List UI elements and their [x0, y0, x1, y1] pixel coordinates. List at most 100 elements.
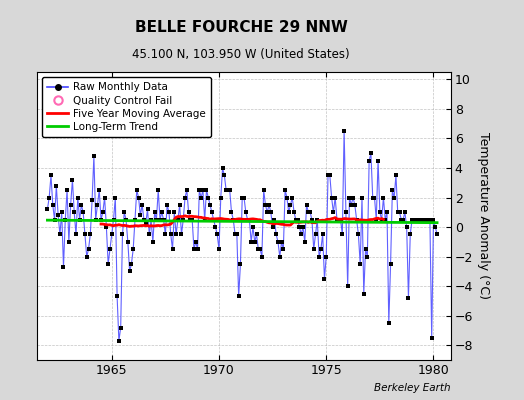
Point: [106, 246, 114, 252]
Legend: Raw Monthly Data, Quality Control Fail, Five Year Moving Average, Long-Term Tren: Raw Monthly Data, Quality Control Fail, …: [42, 77, 211, 137]
Point: [165, 209, 173, 216]
Point: [133, 187, 141, 193]
Point: [59, 264, 68, 270]
Point: [140, 216, 148, 223]
Point: [315, 254, 323, 260]
Point: [285, 209, 293, 216]
Text: Berkeley Earth: Berkeley Earth: [374, 383, 451, 393]
Point: [399, 216, 407, 223]
Point: [334, 216, 343, 223]
Point: [125, 268, 134, 274]
Point: [197, 194, 205, 201]
Point: [199, 187, 207, 193]
Point: [233, 231, 241, 238]
Y-axis label: Temperature Anomaly (°C): Temperature Anomaly (°C): [477, 132, 490, 300]
Point: [372, 216, 380, 223]
Point: [358, 194, 366, 201]
Point: [281, 187, 289, 193]
Point: [247, 239, 255, 245]
Point: [342, 209, 350, 216]
Point: [184, 209, 193, 216]
Point: [110, 216, 118, 223]
Point: [79, 209, 88, 216]
Point: [177, 231, 185, 238]
Point: [115, 338, 123, 344]
Point: [333, 216, 341, 223]
Point: [136, 212, 145, 218]
Point: [313, 216, 322, 223]
Point: [365, 158, 373, 164]
Point: [224, 187, 232, 193]
Point: [116, 324, 125, 331]
Point: [277, 239, 286, 245]
Point: [154, 187, 162, 193]
Point: [49, 202, 57, 208]
Point: [216, 194, 225, 201]
Point: [404, 295, 412, 301]
Point: [122, 216, 130, 223]
Point: [295, 224, 303, 230]
Point: [261, 202, 270, 208]
Point: [267, 209, 275, 216]
Point: [253, 231, 261, 238]
Point: [73, 194, 82, 201]
Point: [417, 216, 425, 223]
Point: [170, 209, 179, 216]
Point: [141, 221, 150, 227]
Point: [319, 231, 327, 238]
Point: [331, 194, 340, 201]
Point: [308, 216, 316, 223]
Point: [50, 216, 59, 223]
Point: [107, 231, 116, 238]
Point: [420, 216, 429, 223]
Point: [429, 216, 438, 223]
Point: [195, 187, 203, 193]
Point: [338, 231, 346, 238]
Point: [201, 216, 209, 223]
Point: [222, 187, 231, 193]
Point: [258, 254, 266, 260]
Point: [147, 216, 155, 223]
Point: [408, 216, 416, 223]
Point: [99, 209, 107, 216]
Point: [376, 209, 384, 216]
Point: [240, 194, 248, 201]
Point: [219, 165, 227, 171]
Point: [422, 216, 431, 223]
Point: [336, 216, 345, 223]
Point: [359, 290, 368, 297]
Point: [150, 209, 159, 216]
Point: [152, 216, 161, 223]
Point: [68, 177, 77, 183]
Point: [118, 231, 127, 238]
Text: 45.100 N, 103.950 W (United States): 45.100 N, 103.950 W (United States): [132, 48, 350, 61]
Point: [190, 246, 198, 252]
Point: [363, 254, 372, 260]
Point: [84, 246, 93, 252]
Point: [43, 206, 51, 212]
Point: [243, 216, 252, 223]
Point: [256, 246, 264, 252]
Point: [45, 194, 53, 201]
Text: BELLE FOURCHE 29 NNW: BELLE FOURCHE 29 NNW: [135, 20, 347, 35]
Point: [390, 194, 398, 201]
Point: [362, 246, 370, 252]
Point: [161, 231, 170, 238]
Point: [210, 216, 218, 223]
Point: [52, 182, 61, 189]
Point: [428, 335, 436, 341]
Point: [374, 158, 383, 164]
Point: [208, 209, 216, 216]
Point: [368, 194, 377, 201]
Point: [211, 224, 220, 230]
Point: [242, 209, 250, 216]
Point: [206, 202, 214, 208]
Point: [86, 231, 94, 238]
Point: [276, 254, 284, 260]
Point: [192, 239, 200, 245]
Point: [88, 197, 96, 204]
Point: [225, 187, 234, 193]
Point: [213, 231, 222, 238]
Point: [63, 187, 71, 193]
Point: [54, 212, 62, 218]
